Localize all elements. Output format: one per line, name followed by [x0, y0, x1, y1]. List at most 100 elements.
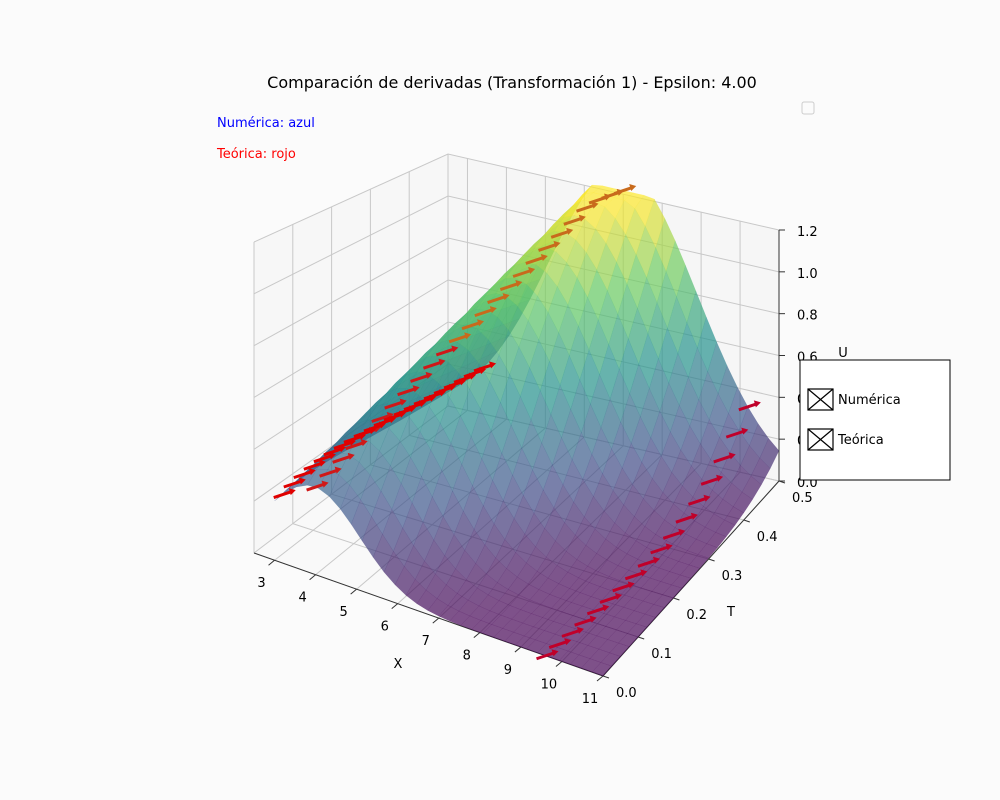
- legend: Numérica Teórica: [799, 359, 951, 481]
- left-arrow-shaft: [413, 396, 433, 406]
- right-arrow-shaft: [700, 476, 720, 486]
- x-tick-label: 5: [340, 605, 348, 620]
- right-arrow: [650, 543, 673, 555]
- ridge-arrow-head: [360, 439, 368, 447]
- gridline-z: [253, 153, 780, 243]
- ridge-arrow-shaft: [397, 387, 417, 397]
- right-arrow-head: [678, 528, 686, 536]
- left-arrow-head: [489, 361, 497, 369]
- t-tick-label: 0.4: [757, 530, 778, 545]
- left-arrow-shaft: [393, 407, 413, 417]
- x-tick-label: 10: [541, 678, 558, 693]
- right-arrow-head: [576, 626, 584, 634]
- x-tick-mark: [268, 559, 275, 566]
- ridge-arrow: [410, 371, 433, 383]
- right-arrow: [536, 649, 559, 661]
- left-arrow-shaft: [463, 369, 483, 379]
- left-arrow-head: [318, 459, 326, 467]
- left-arrow-head: [298, 477, 306, 485]
- right-arrow-shaft: [536, 651, 555, 661]
- right-arrow-shaft: [650, 545, 670, 555]
- surface-patch: [600, 652, 621, 667]
- right-arrow-shaft: [561, 628, 581, 638]
- ridge-arrow-head: [540, 253, 548, 261]
- x-tick-mark: [309, 574, 316, 581]
- right-arrow: [574, 615, 597, 627]
- ridge-arrow: [397, 385, 420, 397]
- left-arrow-shaft: [423, 391, 443, 401]
- legend-marker-theoretical: [807, 428, 834, 451]
- ridge-arrow-shaft: [384, 400, 404, 410]
- ridge-arrow-shaft: [575, 203, 595, 213]
- right-arrow: [688, 494, 711, 506]
- ridge-arrow-shaft: [371, 414, 391, 423]
- left-arrow-shaft: [433, 385, 453, 395]
- legend-frame: [799, 359, 951, 481]
- right-arrow-head: [615, 592, 623, 600]
- right-arrow: [725, 427, 749, 439]
- ridge-arrow-shaft: [525, 256, 545, 265]
- right-arrow-head: [753, 400, 761, 408]
- chart-title: Comparación de derivadas (Transformación…: [267, 73, 757, 92]
- x-tick-label: 11: [582, 692, 599, 707]
- ridge-arrow-shaft: [613, 186, 633, 195]
- right-arrow-shaft: [725, 429, 745, 439]
- ridge-arrow: [448, 332, 472, 344]
- t-tick-mark: [638, 636, 645, 640]
- right-arrow-head: [741, 427, 749, 435]
- left-arrow: [473, 361, 497, 373]
- z-tick-label: 0.8: [797, 309, 818, 324]
- left-arrow-shaft: [293, 470, 313, 480]
- empty-legend-box: [801, 101, 815, 115]
- right-arrow: [599, 592, 623, 604]
- z-tick-label: 1.0: [797, 267, 818, 282]
- right-arrow-shaft: [599, 595, 619, 604]
- ridge-arrow: [306, 480, 329, 492]
- ridge-arrow-shaft: [410, 373, 430, 383]
- ridge-arrow-shaft: [435, 347, 455, 357]
- right-arrow-head: [665, 543, 673, 551]
- ridge-arrow-head: [502, 293, 510, 301]
- left-arrow-shaft: [353, 429, 373, 439]
- ridge-arrow-head: [629, 184, 637, 192]
- surface-patch: [627, 623, 648, 638]
- right-arrow-head: [551, 649, 559, 657]
- ridge-arrow: [435, 345, 459, 357]
- surface-patch: [750, 457, 771, 486]
- left-arrow-shaft: [473, 363, 493, 373]
- left-pane: [254, 154, 448, 553]
- right-arrow: [700, 474, 724, 486]
- y-axis-label: T: [726, 605, 735, 620]
- x-tick-label: 3: [257, 576, 265, 591]
- right-arrow-head: [564, 638, 572, 646]
- right-arrow: [624, 569, 648, 581]
- z-axis-label: U: [838, 346, 848, 361]
- surface-patch: [609, 642, 630, 657]
- ridge-arrow-shaft: [550, 229, 570, 239]
- right-arrow: [738, 400, 761, 412]
- ridge-arrow-shaft: [538, 242, 557, 252]
- annotation-numeric: Numérica: azul: [217, 116, 315, 131]
- surface-patch: [697, 543, 718, 559]
- right-arrow-shaft: [688, 496, 707, 506]
- left-arrow-shaft: [333, 440, 353, 450]
- ridge-arrow: [332, 452, 355, 464]
- right-arrow-shaft: [662, 530, 682, 540]
- left-arrow: [273, 488, 296, 500]
- left-arrow-shaft: [453, 374, 473, 384]
- ridge-arrow-head: [334, 466, 342, 474]
- ridge-arrow-head: [591, 201, 599, 209]
- t-tick-mark: [602, 675, 610, 679]
- legend-label-numeric: Numérica: [838, 393, 901, 408]
- left-arrow-head: [288, 488, 296, 496]
- t-tick-mark: [743, 519, 750, 523]
- ridge-arrow-head: [515, 280, 523, 288]
- right-arrow: [662, 528, 686, 540]
- ridge-arrow: [613, 184, 637, 195]
- right-arrow: [561, 626, 584, 638]
- right-arrow: [637, 556, 660, 568]
- right-arrow-head: [640, 569, 648, 577]
- x-tick-mark: [555, 661, 563, 667]
- ridge-arrow-shaft: [422, 360, 442, 370]
- x-tick-mark: [350, 588, 357, 595]
